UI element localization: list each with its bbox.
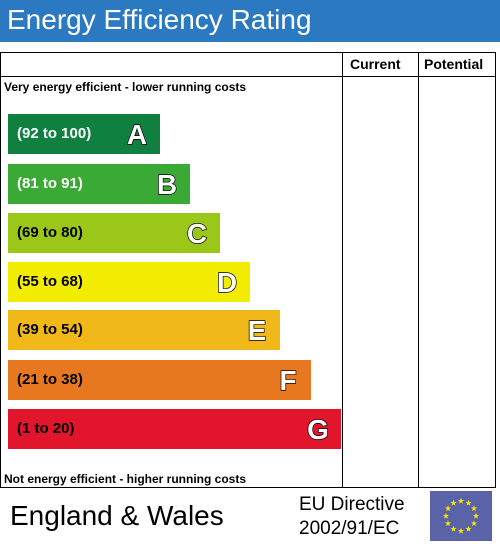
band-range-label: (92 to 100) <box>17 125 92 142</box>
country-label: England & Wales <box>10 500 224 531</box>
band-range-label: (81 to 91) <box>17 175 83 192</box>
eu-star <box>444 505 452 512</box>
eu-star <box>470 505 478 512</box>
eu-flag-icon <box>430 491 492 541</box>
svg-text:E: E <box>248 315 267 346</box>
svg-text:A: A <box>127 119 147 150</box>
eu-star <box>442 512 450 519</box>
band-letter: C <box>182 213 212 253</box>
band-letter: F <box>273 360 303 400</box>
eu-star <box>450 525 457 532</box>
svg-text:D: D <box>217 267 237 298</box>
header-divider <box>0 76 496 77</box>
band-b: (81 to 91) B <box>8 164 190 204</box>
directive-line-1: EU Directive <box>299 494 405 515</box>
eu-star <box>444 520 452 527</box>
band-letter: D <box>212 262 242 302</box>
band-c: (69 to 80) C <box>8 213 220 253</box>
svg-text:C: C <box>187 218 207 249</box>
eu-star <box>450 499 457 506</box>
svg-text:F: F <box>279 365 296 396</box>
band-range-label: (21 to 38) <box>17 371 83 388</box>
potential-column-header: Potential <box>424 56 484 72</box>
eu-star <box>457 497 465 504</box>
top-efficiency-note: Very energy efficient - lower running co… <box>4 80 247 94</box>
eu-star <box>465 525 472 532</box>
band-f: (21 to 38) F <box>8 360 311 400</box>
band-letter: G <box>303 409 333 449</box>
band-d: (55 to 68) D <box>8 262 250 302</box>
band-g: (1 to 20) G <box>8 409 341 449</box>
svg-text:B: B <box>157 169 177 200</box>
band-a: (92 to 100) A <box>8 114 160 154</box>
band-range-label: (69 to 80) <box>17 224 83 241</box>
eu-star <box>457 527 465 534</box>
potential-column-divider <box>418 52 419 488</box>
svg-text:G: G <box>307 414 329 445</box>
eu-star <box>472 512 480 519</box>
band-letter: E <box>242 310 272 350</box>
current-column-divider <box>342 52 343 488</box>
eu-star <box>470 520 478 527</box>
current-column-header: Current <box>350 56 401 72</box>
band-e: (39 to 54) E <box>8 310 280 350</box>
band-range-label: (39 to 54) <box>17 321 83 338</box>
page-title: Energy Efficiency Rating <box>7 4 312 35</box>
eu-star <box>465 499 472 506</box>
band-range-label: (1 to 20) <box>17 420 75 437</box>
rating-table <box>0 52 496 488</box>
header-bar: Energy Efficiency Rating <box>0 0 500 42</box>
band-letter: A <box>122 114 152 154</box>
directive-line-2: 2002/91/EC <box>299 518 400 539</box>
band-range-label: (55 to 68) <box>17 273 83 290</box>
band-letter: B <box>152 164 182 204</box>
bottom-efficiency-note: Not energy efficient - higher running co… <box>4 472 247 486</box>
